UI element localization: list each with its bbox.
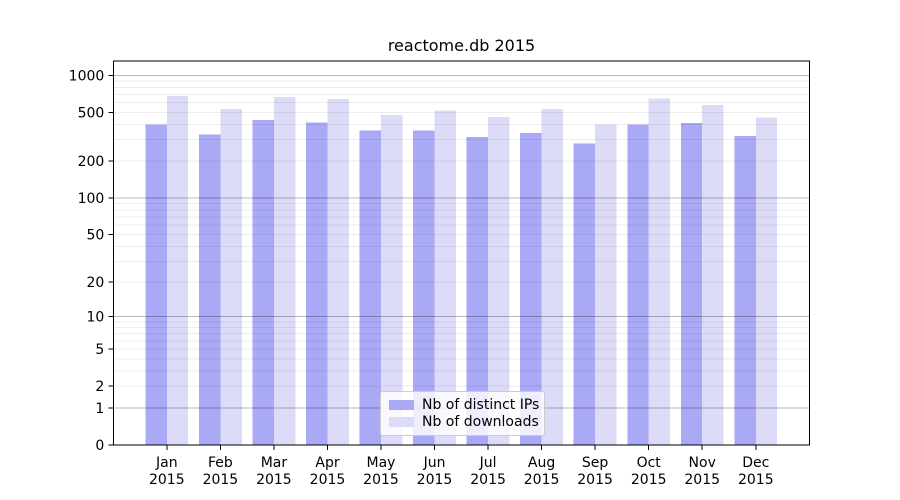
bar-distinct-ips-jul: [466, 137, 489, 445]
legend: Nb of distinct IPs Nb of downloads: [380, 391, 545, 436]
bar-downloads-jul: [488, 116, 510, 446]
chart-title: reactome.db 2015: [387, 36, 536, 55]
bar-downloads-dec: [755, 117, 778, 446]
bar-downloads-jan: [166, 96, 189, 445]
legend-label-distinct-ips: Nb of distinct IPs: [422, 397, 540, 414]
x-tick-label-year: 2015: [256, 472, 292, 488]
x-tick-label-year: 2015: [417, 472, 453, 488]
bar-downloads-aug: [541, 108, 563, 446]
x-tick-label-month: Oct: [637, 455, 662, 471]
x-tick-label-year: 2015: [149, 472, 185, 488]
bar-downloads-mar: [273, 97, 296, 445]
x-tick-label-month: Jan: [155, 455, 178, 471]
bar-distinct-ips-feb: [199, 134, 221, 445]
bar-distinct-ips-may: [359, 130, 381, 445]
x-tick-label-year: 2015: [470, 472, 506, 488]
x-tick-label-month: Feb: [208, 455, 233, 471]
x-tick-label-year: 2015: [310, 472, 346, 488]
y-tick-label: 100: [78, 191, 105, 207]
legend-swatch-distinct-ips: [389, 400, 414, 411]
x-tick-label-year: 2015: [524, 472, 560, 488]
x-tick-label-year: 2015: [363, 472, 399, 488]
x-tick-label-year: 2015: [684, 472, 720, 488]
y-tick-label: 50: [86, 228, 104, 244]
y-tick-label: 5: [95, 342, 104, 358]
bar-downloads-oct: [648, 98, 671, 446]
plot-border: [112, 60, 810, 446]
x-tick-label-year: 2015: [738, 472, 774, 488]
x-tick-label-year: 2015: [631, 472, 667, 488]
bar-distinct-ips-mar: [252, 119, 274, 446]
bar-distinct-ips-jun: [413, 130, 435, 445]
bar-distinct-ips-sep: [573, 143, 596, 446]
bar-distinct-ips-jan: [145, 124, 167, 446]
y-tick-label: 500: [78, 105, 105, 121]
legend-label-downloads: Nb of downloads: [422, 413, 539, 430]
bar-downloads-jun: [434, 110, 456, 446]
bar-distinct-ips-apr: [306, 122, 328, 446]
bar-downloads-sep: [595, 124, 617, 446]
x-tick-label-month: Nov: [689, 455, 716, 471]
y-tick-label: 0: [95, 438, 104, 454]
y-tick-label: 200: [78, 154, 105, 170]
x-tick-label-year: 2015: [203, 472, 239, 488]
y-tick-label: 20: [86, 275, 104, 291]
y-tick-label: 2: [95, 379, 104, 395]
legend-item-distinct-ips: Nb of distinct IPs: [389, 397, 540, 414]
x-tick-label-month: Mar: [261, 455, 288, 471]
bar-downloads-may: [381, 115, 403, 445]
y-tick-label: 1: [95, 401, 104, 417]
x-tick-label-month: Apr: [315, 455, 339, 471]
x-tick-label-month: May: [367, 455, 396, 471]
bar-distinct-ips-aug: [520, 133, 542, 445]
x-tick-label-month: Jun: [423, 455, 446, 471]
bar-distinct-ips-nov: [680, 123, 703, 445]
x-tick-label-month: Sep: [582, 455, 609, 471]
bar-downloads-apr: [327, 99, 349, 445]
x-tick-label-month: Jul: [479, 455, 497, 471]
x-tick-label-month: Aug: [528, 455, 555, 471]
y-tick-label: 1000: [69, 68, 105, 84]
x-tick-label-month: Dec: [742, 455, 769, 471]
legend-item-downloads: Nb of downloads: [389, 413, 539, 430]
bar-distinct-ips-dec: [734, 136, 756, 445]
y-tick-label: 10: [86, 310, 104, 326]
bar-distinct-ips-oct: [627, 124, 649, 446]
legend-swatch-downloads: [389, 416, 414, 427]
bar-downloads-feb: [220, 108, 242, 446]
x-tick-label-year: 2015: [577, 472, 613, 488]
bar-downloads-nov: [702, 104, 724, 446]
